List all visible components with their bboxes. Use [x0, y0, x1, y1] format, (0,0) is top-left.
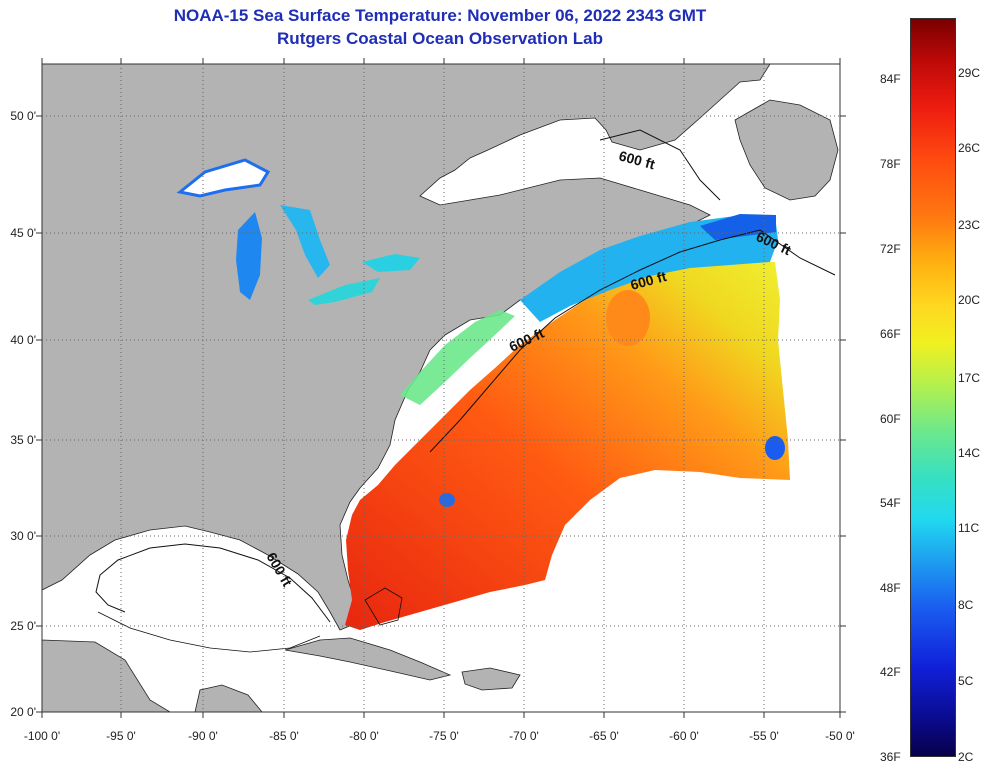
- fahrenheit-label: 66F: [880, 327, 901, 341]
- fahrenheit-label: 42F: [880, 665, 901, 679]
- celsius-label: 23C: [958, 218, 981, 232]
- celsius-label: 20C: [958, 293, 981, 307]
- latitude-labels: 50 0' 45 0' 40 0' 35 0' 30 0' 25 0' 20 0': [10, 109, 36, 719]
- fahrenheit-label: 48F: [880, 581, 901, 595]
- cuba-land: [284, 637, 452, 681]
- celsius-label: 14C: [958, 446, 981, 460]
- map-subtitle: Rutgers Coastal Ocean Observation Lab: [277, 29, 603, 48]
- newfoundland-land: [734, 99, 839, 201]
- celsius-label: 26C: [958, 141, 981, 155]
- longitude-label: -55 0': [749, 729, 779, 743]
- longitude-label: -95 0': [106, 729, 136, 743]
- longitude-label: -65 0': [589, 729, 619, 743]
- celsius-label: 29C: [958, 66, 981, 80]
- cold-patch-east: [765, 436, 785, 460]
- longitude-label: -80 0': [349, 729, 379, 743]
- hispaniola-land: [461, 667, 521, 691]
- contour-600ft-gulf-outer: [97, 611, 321, 653]
- fahrenheit-label: 36F: [880, 750, 901, 764]
- longitude-labels: -100 0' -95 0' -90 0' -85 0' -80 0' -75 0' -70…: [24, 729, 855, 743]
- bahamas-banks: [364, 587, 403, 626]
- yucatan-land: [194, 684, 263, 712]
- celsius-label: 11C: [958, 521, 980, 535]
- longitude-label: -70 0': [509, 729, 539, 743]
- longitude-label: -85 0': [269, 729, 299, 743]
- fahrenheit-label: 72F: [880, 242, 901, 256]
- latitude-label: 25 0': [10, 619, 36, 633]
- lake-erie: [308, 278, 380, 305]
- celsius-label: 17C: [958, 371, 981, 385]
- fahrenheit-label: 60F: [880, 412, 901, 426]
- longitude-label: -75 0': [429, 729, 459, 743]
- cold-patch: [439, 493, 455, 507]
- celsius-label: 2C: [958, 750, 974, 764]
- latitude-label: 45 0': [10, 226, 36, 240]
- longitude-label: -90 0': [188, 729, 218, 743]
- lake-michigan: [236, 212, 262, 300]
- celsius-label: 8C: [958, 598, 974, 612]
- latitude-label: 40 0': [10, 333, 36, 347]
- sst-shelf-water: [400, 310, 515, 405]
- fahrenheit-label: 84F: [880, 72, 901, 86]
- lake-ontario: [362, 254, 420, 272]
- latitude-label: 20 0': [10, 705, 36, 719]
- graticule: [42, 64, 840, 712]
- longitude-label: -100 0': [24, 729, 60, 743]
- lake-superior: [176, 158, 271, 198]
- lake-huron: [280, 205, 330, 278]
- sst-warm-swath: [345, 262, 790, 630]
- contour-600ft-north: [429, 229, 836, 453]
- map-title: NOAA-15 Sea Surface Temperature: Novembe…: [173, 6, 707, 25]
- contour-600ft-gulf: [95, 543, 331, 623]
- map-frame: [41, 63, 841, 713]
- latitude-label: 50 0': [10, 109, 36, 123]
- celsius-label: 5C: [958, 674, 974, 688]
- contour-600ft-labrador: [599, 129, 721, 201]
- latitude-label: 35 0': [10, 433, 36, 447]
- latitude-label: 30 0': [10, 529, 36, 543]
- longitude-label: -60 0': [669, 729, 699, 743]
- temperature-colorbar: [910, 18, 956, 757]
- fahrenheit-label: 78F: [880, 157, 901, 171]
- mexico-land: [42, 639, 171, 712]
- fahrenheit-label: 54F: [880, 496, 901, 510]
- map-ticks: [36, 58, 846, 718]
- longitude-label: -50 0': [825, 729, 855, 743]
- warm-eddy: [606, 290, 650, 346]
